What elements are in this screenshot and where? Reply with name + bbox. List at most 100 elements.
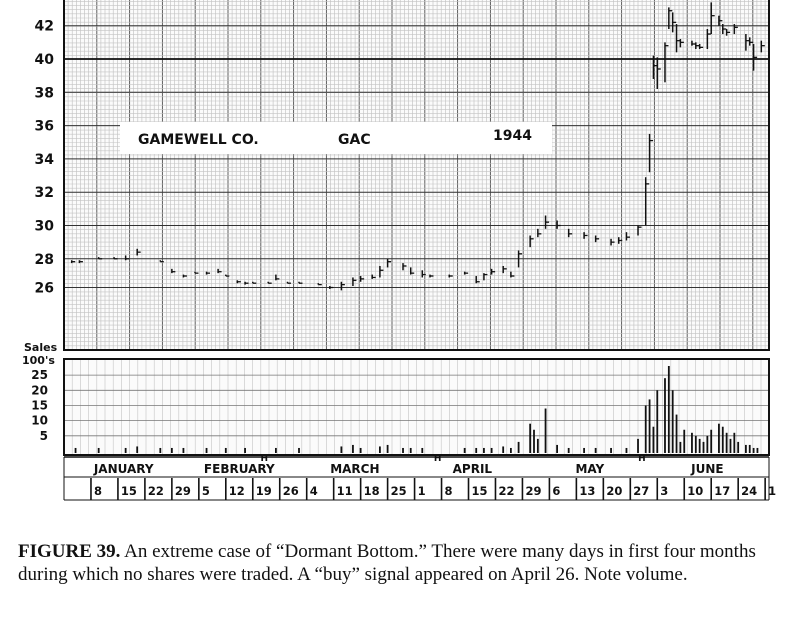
price-bar <box>637 225 642 236</box>
price-tick-label: 32 <box>35 185 54 201</box>
price-bar <box>648 133 654 173</box>
price-bar <box>760 40 765 53</box>
price-bar <box>656 57 661 89</box>
volume-label-sales: Sales <box>24 341 58 354</box>
price-bar <box>402 263 407 271</box>
price-bar <box>386 258 392 268</box>
week-label: 22 <box>148 484 164 498</box>
volume-tick-label: 5 <box>40 429 48 443</box>
price-tick-label: 28 <box>35 252 54 268</box>
week-label: 27 <box>633 484 649 498</box>
week-label: 18 <box>364 484 380 498</box>
price-bar <box>679 39 684 48</box>
price-bar <box>752 44 758 71</box>
price-bar <box>225 274 230 277</box>
price-bar <box>171 268 176 274</box>
week-label: 22 <box>498 484 514 498</box>
price-bar <box>695 42 700 50</box>
price-bar <box>517 250 523 268</box>
price-bar <box>490 268 496 275</box>
volume-grid <box>63 359 769 455</box>
price-bar <box>671 12 677 33</box>
week-label: 24 <box>741 484 757 498</box>
volume-bars <box>74 366 759 453</box>
week-label: 26 <box>283 484 299 498</box>
price-bar <box>675 24 681 53</box>
price-bar <box>317 283 322 286</box>
price-bar <box>379 265 384 278</box>
price-tick-label: 36 <box>35 119 54 135</box>
price-bar <box>733 24 738 35</box>
week-label: 20 <box>606 484 622 498</box>
volume-tick-label: 10 <box>31 414 48 428</box>
price-tick-label: 34 <box>35 152 55 168</box>
price-bar <box>583 232 588 239</box>
price-bar <box>618 237 623 244</box>
price-bar <box>286 281 291 284</box>
week-label: 1 <box>768 484 776 498</box>
price-bar <box>483 273 488 281</box>
price-bar <box>556 220 561 229</box>
price-tick-label: 26 <box>35 281 54 297</box>
price-bar <box>97 257 103 260</box>
price-bar <box>359 276 365 282</box>
price-bar <box>244 281 249 285</box>
holiday-marker: H <box>638 454 646 464</box>
ticker-symbol: GAC <box>338 132 371 148</box>
title-box-background <box>120 122 552 154</box>
price-bar <box>644 177 650 226</box>
price-bar <box>652 55 657 79</box>
price-bar <box>421 270 426 278</box>
week-label: 19 <box>256 484 272 498</box>
price-bar <box>136 248 141 256</box>
price-bar <box>745 34 750 51</box>
price-bar <box>610 238 615 246</box>
price-bar <box>70 260 76 264</box>
chart-title-box: GAMEWELL CO. GAC 1944 <box>120 122 552 154</box>
price-bar <box>352 277 357 287</box>
price-bar <box>429 274 434 278</box>
price-bar <box>475 276 480 284</box>
week-label: 25 <box>391 484 407 498</box>
price-bar <box>567 228 573 238</box>
price-bar <box>537 228 542 238</box>
price-bar <box>182 274 187 278</box>
price-bar <box>409 267 415 275</box>
price-bar <box>217 268 222 274</box>
price-bar <box>463 271 469 275</box>
price-bar <box>78 260 83 264</box>
week-label: 8 <box>94 484 102 498</box>
week-label: 1 <box>418 484 426 498</box>
price-bar <box>371 274 376 279</box>
holiday-marker: H <box>261 454 269 464</box>
price-bar <box>668 7 673 30</box>
week-label: 8 <box>445 484 453 498</box>
price-axis-ticks: 26 28 30 32 34 36 38 40 42 <box>35 19 55 297</box>
holiday-marker: H <box>434 454 442 464</box>
price-bar <box>502 265 507 274</box>
month-label: MAY <box>575 462 604 476</box>
price-bar <box>205 271 211 275</box>
figure-caption-text: An extreme case of “Dormant Bottom.” The… <box>18 541 756 585</box>
price-bar <box>236 280 241 284</box>
price-tick-label: 42 <box>35 19 54 35</box>
week-label: 15 <box>472 484 488 498</box>
month-label: JANUARY <box>93 462 154 476</box>
price-bar <box>529 235 534 248</box>
week-label: 6 <box>552 484 560 498</box>
price-tick-label: 30 <box>35 219 55 235</box>
volume-tick-label: 15 <box>31 398 48 412</box>
price-panel-frame <box>63 0 770 351</box>
company-name: GAMEWELL CO. <box>138 132 259 148</box>
price-bar <box>664 42 669 83</box>
volume-tick-label: 25 <box>31 368 48 382</box>
price-bar <box>748 37 754 46</box>
week-label: 10 <box>687 484 703 498</box>
price-bar <box>698 44 704 50</box>
price-bar <box>725 29 731 36</box>
price-bar <box>544 215 550 229</box>
week-label: 29 <box>525 484 541 498</box>
